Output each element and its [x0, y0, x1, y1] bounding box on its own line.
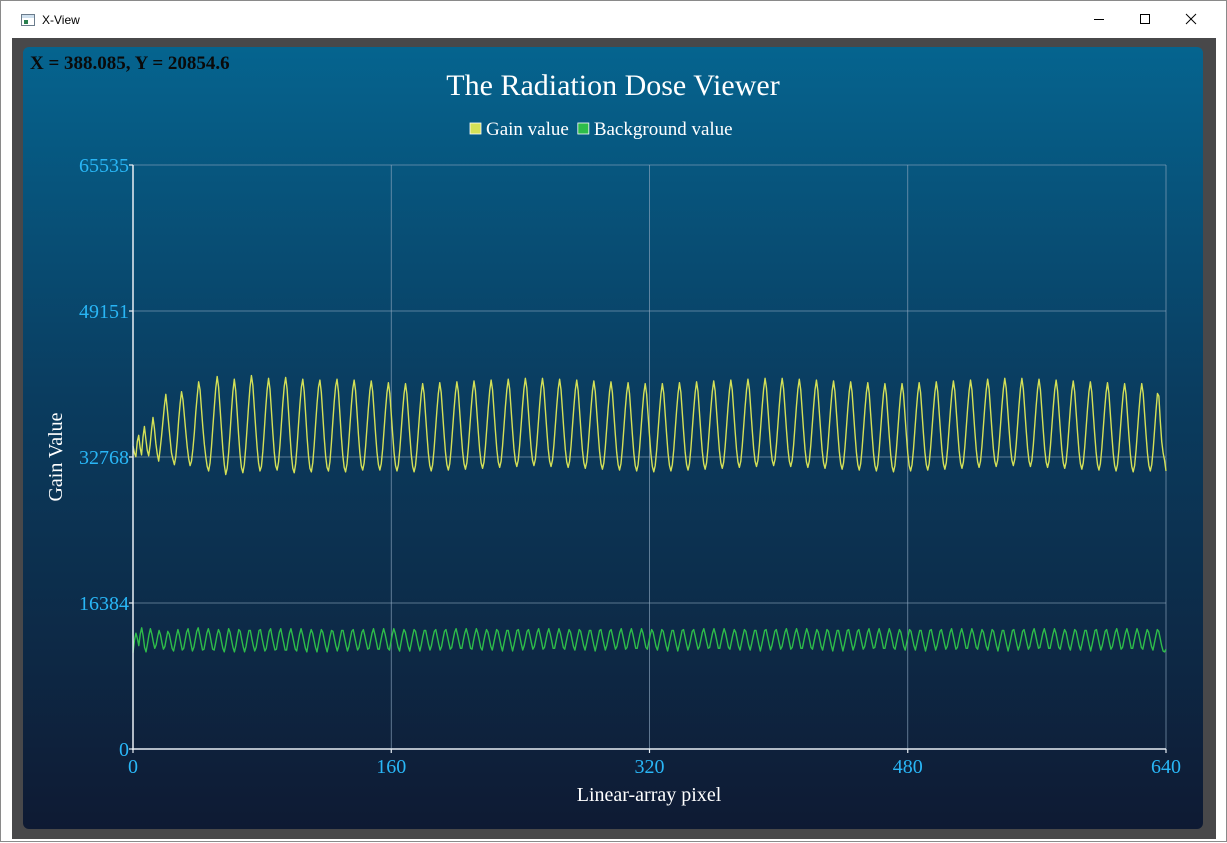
maximize-icon: [1140, 14, 1150, 24]
maximize-button[interactable]: [1122, 1, 1168, 37]
app-icon: [21, 14, 35, 26]
minimize-icon: [1094, 19, 1104, 20]
minimize-button[interactable]: [1076, 1, 1122, 37]
chart-panel[interactable]: [23, 47, 1203, 829]
window-title: X-View: [42, 13, 80, 27]
close-icon: [1185, 13, 1197, 25]
cursor-coordinate-readout: X = 388.085, Y = 20854.6: [30, 53, 230, 74]
close-button[interactable]: [1168, 1, 1214, 37]
title-bar[interactable]: X-View: [1, 1, 1226, 37]
